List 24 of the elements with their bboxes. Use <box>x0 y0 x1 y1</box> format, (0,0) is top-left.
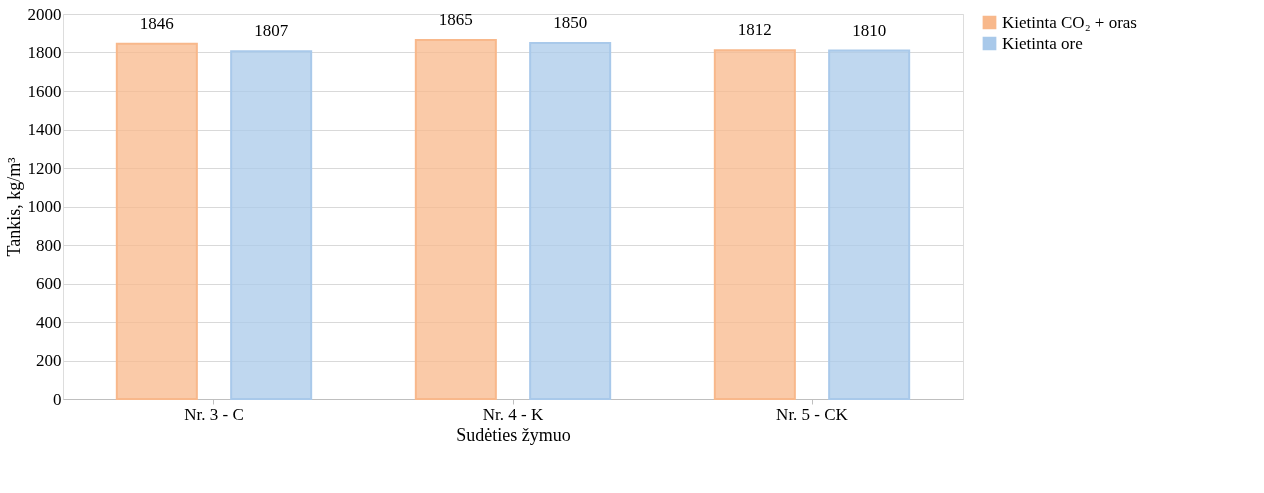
y-tick-label: 1600 <box>27 81 62 101</box>
data-label: 1846 <box>139 13 174 33</box>
y-tick-label: 1400 <box>27 120 62 139</box>
y-tick-label: 2000 <box>27 4 62 24</box>
x-axis-title: Sudėties žymuo <box>456 424 571 445</box>
data-label: 1807 <box>254 21 289 41</box>
y-axis-title: Tankis, kg/m³ <box>3 156 24 257</box>
y-tick-label: 0 <box>53 389 62 409</box>
y-tick-label: 400 <box>36 312 62 332</box>
y-tick-label: 1800 <box>27 43 62 62</box>
data-label: 1850 <box>553 12 588 32</box>
y-tick-label: 800 <box>36 235 62 255</box>
y-tick-label: 200 <box>36 351 62 370</box>
y-tick-label: 1000 <box>27 197 62 216</box>
y-tick-label: 600 <box>36 274 62 293</box>
data-label: 1810 <box>852 20 887 40</box>
data-label: 1812 <box>737 20 772 40</box>
x-tick-label: Nr. 4 - K <box>482 404 544 424</box>
legend-label: Kietinta ore <box>1002 33 1083 53</box>
x-tick-label: Nr. 5 - CK <box>776 404 849 424</box>
y-tick-label: 1200 <box>27 158 62 178</box>
x-tick-label: Nr. 3 - C <box>184 404 244 424</box>
data-label: 1865 <box>438 9 473 29</box>
legend-label: Kietinta CO₂ + oras <box>1002 12 1137 32</box>
